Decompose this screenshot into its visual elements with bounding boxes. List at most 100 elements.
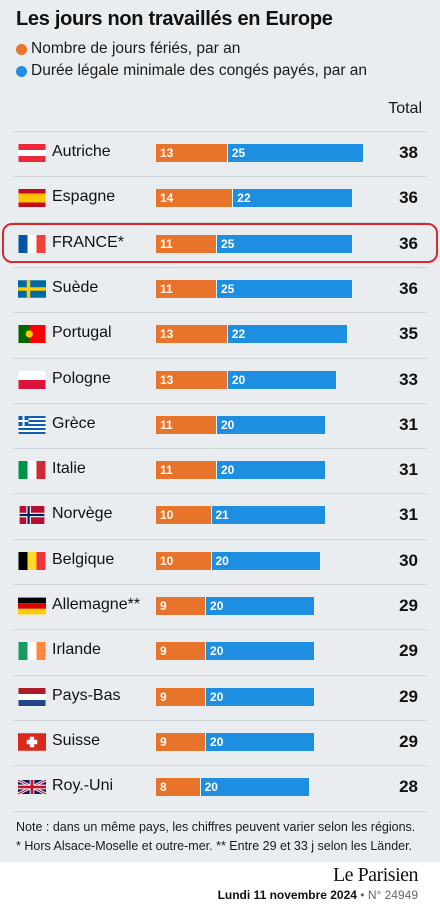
stacked-bar: 9 20: [156, 687, 315, 706]
stacked-bar: 8 20: [156, 778, 309, 797]
stacked-bar: 9 20: [156, 597, 315, 615]
stacked-bar: 10 20: [156, 551, 320, 570]
total-value: 33: [399, 369, 418, 389]
country-label: Pays-Bas: [52, 686, 121, 704]
bar-segment-holidays: 9: [156, 642, 206, 661]
chart-panel: Les jours non travaillés en Europe Nombr…: [0, 0, 440, 862]
stacked-bar: 9 20: [156, 732, 315, 751]
country-label: Belgique: [52, 550, 115, 568]
stacked-bar: 10 21: [156, 506, 325, 525]
bar-segment-holidays: 10: [156, 506, 211, 525]
austria-flag-icon: [18, 144, 46, 162]
total-value: 31: [399, 414, 418, 434]
legend-item-paid-leave: Durée légale minimale des congés payés, …: [16, 62, 367, 80]
bar-segment-holidays: 8: [156, 778, 200, 797]
bar-segment-paid-leave: 20: [205, 732, 315, 751]
total-column-header: Total: [388, 100, 422, 117]
row-separator: [14, 402, 426, 404]
france-highlight-frame: [2, 223, 438, 263]
country-label: Portugal: [52, 324, 112, 342]
country-label: Suède: [52, 278, 99, 296]
country-label: Autriche: [52, 143, 111, 160]
bar-segment-paid-leave: 25: [215, 279, 353, 298]
country-label: FRANCE*: [52, 233, 125, 251]
row-separator: [14, 719, 426, 721]
sweden-flag-icon: [18, 280, 46, 298]
total-value: 35: [399, 324, 418, 344]
row-separator: [14, 312, 426, 314]
stacked-bar: 13 22: [156, 325, 347, 344]
note-footnotes: * Hors Alsace-Moselle et outre-mer. ** E…: [16, 839, 413, 853]
le-parisien-logo: Le Parisien: [332, 864, 419, 886]
total-value: 31: [399, 460, 418, 480]
row-separator: [14, 765, 426, 767]
greece-flag-icon: [18, 415, 46, 434]
chart-title: Les jours non travaillés en Europe: [16, 8, 333, 30]
stacked-bar: 9 20: [156, 642, 315, 661]
legend-item-holidays: Nombre de jours fériés, par an: [16, 40, 240, 58]
bar-segment-holidays: 10: [156, 551, 211, 570]
france-flag-icon: [18, 234, 46, 253]
bar-segment-paid-leave: 20: [226, 370, 336, 389]
total-value: 31: [399, 505, 418, 525]
netherlands-flag-icon: [18, 687, 46, 706]
stacked-bar: 11 25: [156, 279, 353, 298]
stacked-bar: 13 20: [156, 370, 336, 389]
issue-date: Lundi 11 novembre 2024: [217, 888, 357, 902]
total-value: 36: [399, 188, 418, 208]
row-separator: [14, 221, 426, 223]
note-regions: Note : dans un même pays, les chiffres p…: [16, 820, 416, 834]
bar-segment-holidays: 9: [156, 687, 206, 706]
total-value: 29: [399, 731, 418, 751]
bar-segment-holidays: 11: [156, 234, 216, 253]
spain-flag-icon: [18, 189, 46, 208]
bar-segment-holidays: 13: [156, 370, 227, 389]
legend-label-paid-leave: Durée légale minimale des congés payés, …: [31, 62, 368, 79]
stacked-bar: 11 20: [156, 461, 325, 480]
total-value: 29: [399, 596, 418, 615]
bar-segment-paid-leave: 20: [205, 597, 315, 615]
row-separator: [14, 538, 426, 540]
bar-segment-holidays: 9: [156, 732, 206, 751]
row-separator: [14, 448, 426, 450]
bar-segment-holidays: 9: [156, 597, 206, 615]
legend-label-holidays: Nombre de jours fériés, par an: [31, 40, 241, 57]
issue-date-line: Lundi 11 novembre 2024 • N° 24949: [218, 888, 418, 902]
bar-segment-paid-leave: 22: [232, 189, 353, 208]
orange-dot-icon: [16, 43, 27, 55]
bar-segment-paid-leave: 22: [226, 325, 347, 344]
row-separator: [14, 584, 426, 585]
poland-flag-icon: [18, 370, 46, 389]
country-label: Norvège: [52, 505, 113, 523]
bar-segment-holidays: 11: [156, 415, 216, 434]
total-value: 28: [399, 777, 418, 797]
belgium-flag-icon: [18, 551, 46, 570]
total-value: 36: [399, 233, 418, 253]
country-label: Irlande: [52, 641, 101, 659]
bar-segment-paid-leave: 20: [205, 687, 315, 706]
bar-segment-paid-leave: 25: [215, 234, 353, 253]
total-value: 36: [399, 278, 418, 298]
total-value: 38: [399, 143, 418, 162]
country-label: Grèce: [52, 414, 96, 432]
bar-segment-holidays: 13: [156, 325, 227, 344]
row-separator: [14, 629, 426, 631]
issue-number: • N° 24949: [360, 888, 418, 902]
blue-dot-icon: [16, 65, 27, 77]
norway-flag-icon: [18, 506, 46, 525]
country-label: Italie: [52, 460, 86, 478]
uk-flag-icon: [18, 778, 46, 796]
stacked-bar: 14 22: [156, 189, 353, 208]
ireland-flag-icon: [18, 642, 46, 661]
bar-segment-holidays: 13: [156, 144, 227, 162]
country-label: Suisse: [52, 731, 101, 749]
bar-segment-paid-leave: 25: [226, 144, 364, 162]
total-value: 29: [399, 641, 418, 661]
total-value: 30: [399, 550, 418, 570]
germany-flag-icon: [18, 597, 46, 615]
bar-segment-paid-leave: 21: [210, 506, 325, 525]
row-separator: [14, 131, 426, 132]
bar-segment-holidays: 14: [156, 189, 233, 208]
country-label: Allemagne**: [52, 596, 141, 613]
total-value: 29: [399, 686, 418, 706]
